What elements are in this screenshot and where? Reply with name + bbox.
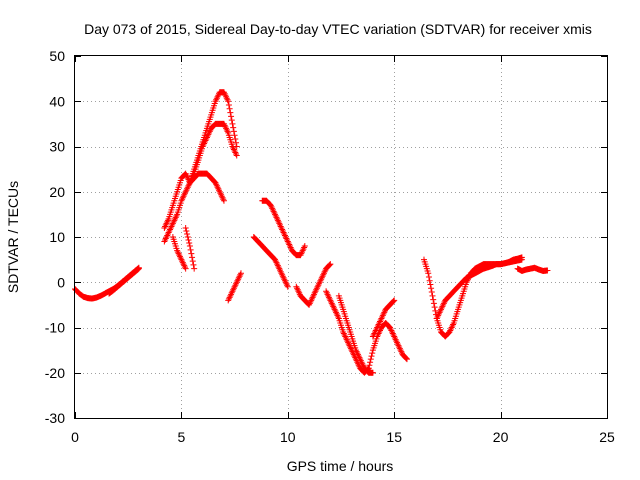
y-tick-label: 40: [49, 93, 65, 109]
data-point: [230, 128, 237, 135]
series-track-mid-b: [259, 197, 308, 259]
data-point: [190, 261, 197, 268]
data-point: [233, 139, 240, 146]
y-tick-label: 10: [49, 229, 65, 245]
series-track-rise-b: [161, 120, 240, 245]
series-track-early-a: [72, 264, 142, 302]
y-tick-label: 30: [49, 139, 65, 155]
data-point: [430, 296, 437, 303]
data-point: [369, 350, 376, 357]
y-tick-label: -10: [45, 320, 65, 336]
data-point: [184, 230, 191, 237]
series-track-mid-c: [250, 234, 291, 290]
data-point: [189, 254, 196, 261]
data-point: [326, 261, 333, 268]
data-point: [429, 292, 436, 299]
data-point: [369, 369, 376, 376]
data-point: [544, 267, 551, 274]
x-tick-label: 20: [493, 429, 509, 445]
data-point: [367, 356, 374, 363]
plot-frame: [74, 55, 608, 419]
data-point: [220, 197, 227, 204]
data-point: [228, 113, 235, 120]
data-point: [366, 362, 373, 369]
data-point: [301, 243, 308, 250]
x-axis-title: GPS time / hours: [287, 458, 394, 474]
data-point: [426, 277, 433, 284]
data-point: [430, 300, 437, 307]
series-track-mid-d: [293, 261, 334, 308]
data-point: [188, 250, 195, 257]
data-point: [183, 227, 190, 234]
data-point: [231, 132, 238, 139]
data-point: [189, 258, 196, 265]
data-point: [237, 270, 244, 277]
data-point: [233, 152, 240, 159]
data-point: [230, 124, 237, 131]
data-point: [187, 246, 194, 253]
data-point: [425, 273, 432, 280]
data-point: [227, 109, 234, 116]
data-point: [390, 298, 397, 305]
data-point: [368, 353, 375, 360]
y-tick-label: -30: [45, 410, 65, 426]
x-tick-label: 5: [178, 429, 186, 445]
data-point: [225, 102, 232, 109]
data-point: [186, 243, 193, 250]
y-tick-label: 50: [49, 48, 65, 64]
axes: 0 5 10 15 20 25 -30 -20 -10 0 10 20 30 40 50: [45, 48, 615, 445]
data-point: [186, 240, 193, 247]
grid: [75, 56, 607, 418]
data-point: [431, 304, 438, 311]
data-point: [284, 283, 291, 290]
data-point: [135, 266, 142, 273]
series-track-rise-c: [186, 170, 227, 204]
data-point: [427, 281, 434, 288]
series-track-early-b: [106, 265, 142, 297]
data-point: [365, 365, 372, 372]
series-track-low-d: [369, 297, 398, 340]
data-point: [184, 234, 191, 240]
data-point: [327, 261, 334, 268]
data-point: [232, 135, 239, 142]
x-tick-label: 15: [386, 429, 402, 445]
series-track-late-c: [514, 264, 551, 274]
data-point: [226, 105, 233, 112]
series-track-mid-a: [225, 270, 244, 304]
data-point: [134, 266, 141, 273]
data-point: [425, 270, 432, 277]
series-track-drop-a: [169, 234, 189, 272]
data-point: [518, 256, 525, 263]
series-track-drop-b: [182, 224, 198, 272]
data-point: [403, 356, 410, 363]
data-point: [403, 355, 410, 362]
x-tick-label: 0: [71, 429, 79, 445]
data-point: [225, 98, 232, 105]
data-point: [391, 297, 398, 304]
series-track-late-b: [433, 256, 525, 322]
y-tick-label: 0: [57, 274, 65, 290]
data-point: [135, 265, 142, 272]
x-tick-label: 10: [280, 429, 296, 445]
data-point: [182, 265, 189, 272]
y-tick-label: -20: [45, 365, 65, 381]
series-track-low-b: [335, 292, 376, 376]
chart-title: Day 073 of 2015, Sidereal Day-to-day VTE…: [84, 21, 592, 37]
y-axis-title: SDTVAR / TECUs: [5, 181, 21, 293]
x-tick-label: 25: [599, 429, 615, 445]
plot-area: [72, 89, 551, 376]
series-track-late-a: [420, 254, 525, 340]
data-point: [428, 289, 435, 296]
data-point: [191, 265, 198, 272]
data-point: [367, 359, 374, 366]
data-point: [229, 120, 236, 127]
data-point: [228, 117, 235, 124]
data-point: [182, 224, 189, 231]
data-point: [428, 285, 435, 292]
series-track-low-c: [365, 319, 410, 372]
data-point: [185, 237, 192, 244]
y-tick-label: 20: [49, 184, 65, 200]
